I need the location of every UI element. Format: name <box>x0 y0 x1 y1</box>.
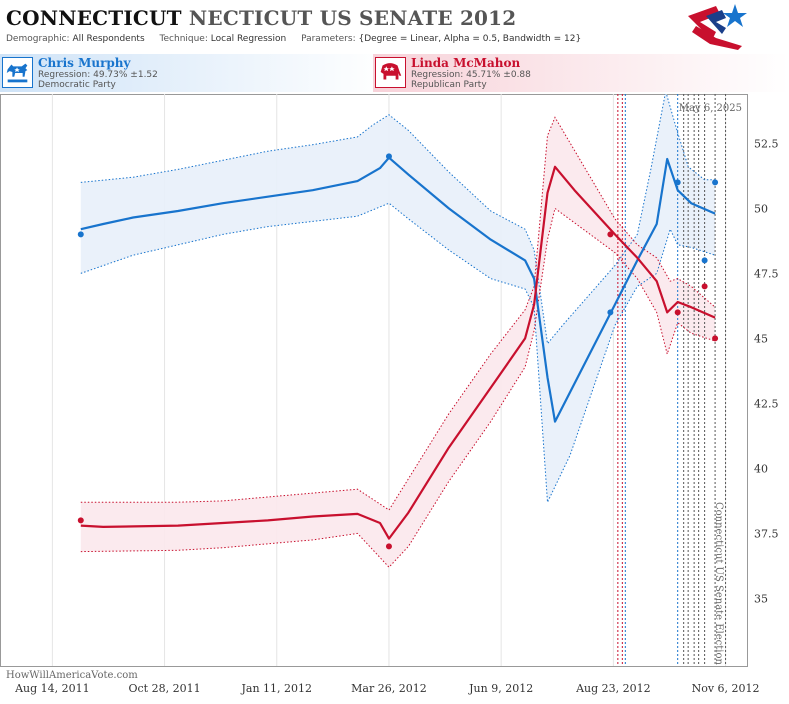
candidate-republican: Linda McMahon Regression: 45.71% ±0.88 R… <box>373 54 789 92</box>
poll-point <box>674 309 681 316</box>
y-tick-label: 47.5 <box>754 267 779 280</box>
x-tick-label: Jun 9, 2012 <box>468 682 533 695</box>
x-tick-label: Mar 26, 2012 <box>351 682 427 695</box>
page-title: CONNECTICUT NECTICUT US SENATE 2012 <box>6 6 516 30</box>
election-label: Connecticut US Senate Election <box>713 502 724 666</box>
upper-bound-line <box>80 116 716 511</box>
y-tick-label: 40 <box>754 462 768 475</box>
poll-point <box>607 231 614 238</box>
demographic-value: All Respondents <box>72 34 145 44</box>
lower-bound-line <box>80 207 716 568</box>
y-tick-label: 42.5 <box>754 397 779 410</box>
confidence-band <box>80 94 716 503</box>
technique-value: Local Regression <box>210 34 287 44</box>
title-race: NECTICUT US SENATE 2012 <box>188 6 517 30</box>
parameters-line: Demographic: All Respondents Technique: … <box>6 34 581 44</box>
parameters-label: Parameters: <box>301 34 356 44</box>
candidate-name: Chris Murphy <box>38 56 131 70</box>
chart-header: CONNECTICUT NECTICUT US SENATE 2012 Demo… <box>0 0 789 52</box>
trend-line <box>80 156 716 423</box>
y-tick-label: 45 <box>754 332 768 345</box>
poll-point <box>674 179 681 186</box>
candidate-party: Democratic Party <box>38 80 116 90</box>
current-date-label: May 6, 2025 <box>679 103 742 114</box>
candidate-regression: Regression: 45.71% ±0.88 <box>411 70 531 80</box>
x-tick-label: Oct 28, 2011 <box>129 682 201 695</box>
donkey-icon <box>2 57 33 88</box>
technique-label: Technique: <box>159 34 208 44</box>
poll-point <box>77 231 84 238</box>
poll-point <box>607 309 614 316</box>
elephant-icon <box>375 57 406 88</box>
poll-point <box>385 543 392 550</box>
poll-point <box>701 257 708 264</box>
confidence-band <box>80 117 716 568</box>
lower-bound-line <box>80 202 716 505</box>
poll-point <box>712 335 719 342</box>
y-tick-label: 35 <box>754 592 768 605</box>
site-watermark: HowWillAmericaVote.com <box>6 670 138 681</box>
site-logo-icon <box>688 4 747 50</box>
y-tick-label: 50 <box>754 202 768 215</box>
candidate-regression: Regression: 49.73% ±1.52 <box>38 70 158 80</box>
poll-point <box>701 283 708 290</box>
x-tick-label: Aug 14, 2011 <box>14 682 90 695</box>
parameters-value: {Degree = Linear, Alpha = 0.5, Bandwidth… <box>358 34 582 44</box>
poll-point <box>712 179 719 186</box>
trend-line <box>80 165 716 540</box>
x-tick-label: Nov 6, 2012 <box>692 682 760 695</box>
candidate-name: Linda McMahon <box>411 56 521 70</box>
y-tick-label: 52.5 <box>754 137 779 150</box>
x-tick-label: Jan 11, 2012 <box>240 682 312 695</box>
candidate-democrat: Chris Murphy Regression: 49.73% ±1.52 De… <box>0 54 386 92</box>
poll-point <box>385 153 392 160</box>
candidate-party: Republican Party <box>411 80 487 90</box>
demographic-label: Demographic: <box>6 34 70 44</box>
y-tick-label: 37.5 <box>754 527 779 540</box>
upper-bound-line <box>80 94 716 345</box>
title-state: CONNECTICUT <box>6 6 182 30</box>
x-tick-label: Aug 23, 2012 <box>575 682 651 695</box>
poll-point <box>77 517 84 524</box>
poll-chart: Aug 14, 2011 Oct 28, 2011 Jan 11, 2012 Mar … <box>0 94 779 695</box>
